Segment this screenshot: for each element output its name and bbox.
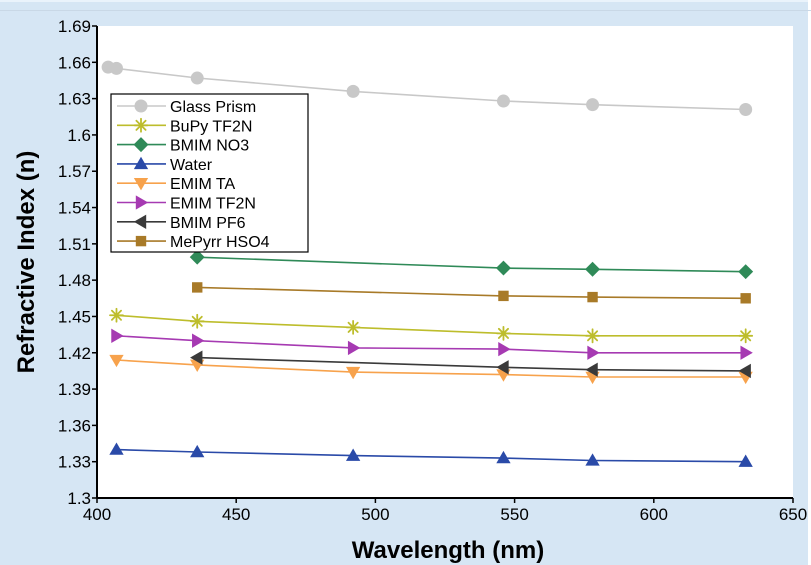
series-line-mepyrr-hso4	[197, 286, 746, 300]
data-point-mepyrr-hso4	[192, 282, 203, 293]
data-point-water	[345, 448, 361, 461]
data-point-emim-tf2n	[740, 345, 753, 360]
data-point-emim-ta	[109, 354, 124, 368]
x-tick-label: 600	[640, 505, 668, 524]
y-axis-title: Refractive Index (n)	[13, 151, 40, 374]
data-point-bmim-no3	[495, 260, 511, 276]
data-point-bmim-pf6	[190, 350, 203, 365]
legend-marker-glass-prism	[134, 99, 148, 113]
x-tick-label: 500	[361, 505, 389, 524]
legend-marker-emim-tf2n	[135, 195, 149, 210]
series-line-bupy-tf2n	[116, 314, 746, 337]
legend-marker-bmim-no3	[133, 137, 149, 153]
legend-label-emim-ta: EMIM TA	[170, 176, 236, 193]
data-point-water	[585, 453, 600, 466]
data-point-bupy-tf2n	[496, 326, 511, 341]
legend-label-water: Water	[170, 157, 213, 174]
x-tick-label: 650	[779, 505, 807, 524]
data-point-glass-prism	[586, 98, 600, 112]
legend-marker-bupy-tf2n	[133, 117, 149, 133]
y-tick-label: 1.63	[58, 90, 91, 109]
x-tick-label: 450	[222, 505, 250, 524]
y-tick-label: 1.6	[67, 126, 91, 145]
y-tick-label: 1.54	[58, 199, 91, 218]
data-point-mepyrr-hso4	[498, 290, 509, 302]
y-tick-label: 1.36	[58, 416, 91, 435]
series-line-emim-tf2n	[116, 335, 746, 354]
data-point-water	[738, 454, 753, 467]
data-point-bmim-no3	[585, 261, 601, 277]
y-tick-label: 1.42	[58, 344, 91, 363]
y-tick-label: 1.57	[58, 162, 91, 181]
data-point-mepyrr-hso4	[740, 293, 751, 304]
legend-label-bmim-no3: BMIM NO3	[170, 138, 249, 155]
data-layer	[101, 60, 754, 467]
legend-label-emim-tf2n: EMIM TF2N	[170, 196, 256, 213]
x-tick-label: 400	[83, 505, 111, 524]
legend-marker-mepyrr-hso4	[135, 235, 147, 247]
data-point-glass-prism	[346, 84, 360, 98]
data-point-bupy-tf2n	[738, 328, 754, 344]
data-point-bmim-pf6	[738, 363, 751, 379]
legend-marker-bmim-pf6	[133, 214, 147, 229]
axes-layer: 1.3 1.33 1.36 1.39 1.42 1.45 1.48 1.51 1.54 1.57 1…	[13, 17, 807, 564]
data-point-bupy-tf2n	[189, 313, 205, 329]
y-tick-label: 1.3	[67, 489, 91, 508]
y-tick-label: 1.33	[58, 453, 91, 472]
y-tick-label: 1.45	[58, 307, 91, 326]
data-point-emim-tf2n	[587, 345, 600, 360]
data-point-bupy-tf2n	[585, 328, 600, 344]
data-point-bmim-pf6	[496, 360, 509, 375]
data-point-water	[496, 450, 511, 464]
y-tick-label: 1.39	[58, 380, 91, 399]
legend-marker-water	[133, 156, 149, 170]
data-point-mepyrr-hso4	[587, 291, 598, 303]
y-tick-label: 1.51	[58, 235, 91, 254]
data-point-water	[190, 444, 205, 458]
y-tick-label: 1.69	[58, 17, 91, 36]
data-point-emim-tf2n	[347, 340, 361, 356]
data-point-emim-tf2n	[192, 333, 205, 348]
series-line-bmim-pf6	[197, 356, 746, 372]
data-point-glass-prism	[190, 71, 204, 85]
x-ticks: 400 450 500 550 600 650	[83, 498, 807, 524]
series-line-emim-ta	[116, 359, 746, 378]
series-line-bmim-no3	[197, 256, 746, 273]
x-tick-label: 550	[500, 505, 528, 524]
legend-label-bupy-tf2n: BuPy TF2N	[170, 118, 252, 135]
y-tick-label: 1.66	[58, 53, 91, 72]
data-point-bupy-tf2n	[109, 307, 124, 323]
legend-marker-emim-ta	[133, 178, 149, 191]
data-point-bupy-tf2n	[345, 319, 361, 335]
y-ticks: 1.3 1.33 1.36 1.39 1.42 1.45 1.48 1.51 1.54 1.57 1…	[58, 17, 97, 508]
data-point-bmim-pf6	[585, 362, 598, 377]
legend-label-glass-prism: Glass Prism	[170, 99, 256, 116]
legend-label-bmim-pf6: BMIM PF6	[170, 215, 246, 232]
legend: Glass Prism BuPy TF2N BMIM NO3 Water EMIM TA…	[110, 93, 309, 253]
data-point-emim-tf2n	[111, 328, 124, 343]
y-tick-label: 1.48	[58, 271, 91, 290]
data-point-bmim-no3	[189, 249, 205, 265]
window-divider	[0, 10, 811, 11]
series-line-water	[116, 448, 746, 463]
data-point-emim-ta	[345, 366, 361, 380]
data-point-glass-prism	[109, 61, 123, 75]
data-point-glass-prism	[496, 94, 510, 108]
data-point-bmim-no3	[738, 264, 754, 280]
data-point-water	[109, 442, 124, 455]
x-axis-title: Wavelength (nm)	[352, 537, 544, 564]
data-point-glass-prism	[739, 103, 753, 117]
legend-label-mepyrr-hso4: MePyrr HSO4	[170, 234, 270, 251]
data-point-emim-tf2n	[498, 341, 511, 357]
